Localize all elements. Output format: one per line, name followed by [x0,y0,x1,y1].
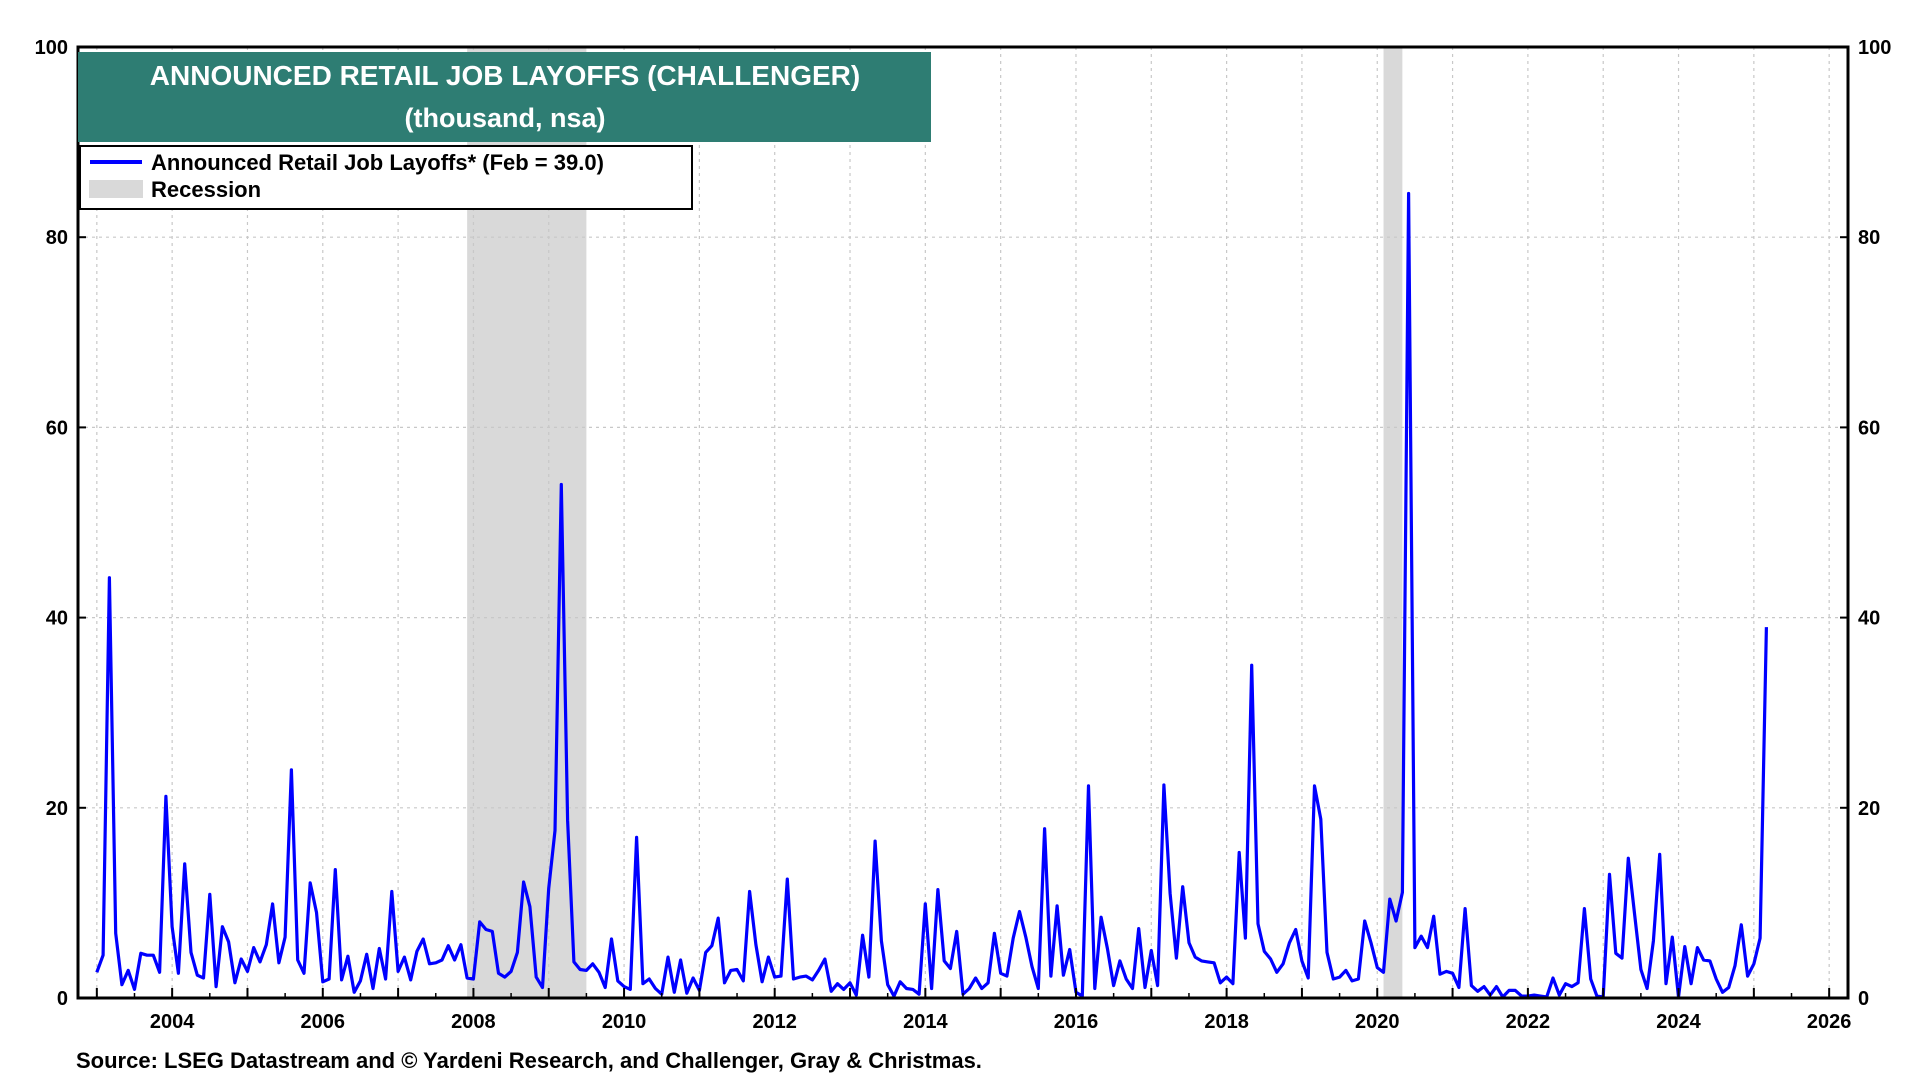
x-tick-label: 2012 [752,1011,797,1033]
grid-lines [78,47,1848,998]
x-tick-label: 2006 [301,1011,346,1033]
x-tick-label: 2016 [1054,1011,1099,1033]
title-background [78,52,931,142]
chart-subtitle: (thousand, nsa) [405,103,606,133]
y-tick-label-right: 20 [1858,798,1880,820]
x-tick-label: 2020 [1355,1011,1400,1033]
x-tick-label: 2026 [1807,1011,1852,1033]
y-tick-label-left: 60 [46,417,68,439]
y-tick-label-left: 40 [46,608,68,630]
title-box: ANNOUNCED RETAIL JOB LAYOFFS (CHALLENGER… [78,52,931,142]
x-tick-label: 2004 [150,1011,195,1033]
y-tick-label-left: 20 [46,798,68,820]
y-tick-label-left: 100 [35,37,68,59]
source-note: Source: LSEG Datastream and © Yardeni Re… [76,1048,982,1073]
legend: Announced Retail Job Layoffs* (Feb = 39.… [79,145,693,210]
x-tick-label: 2008 [451,1011,496,1033]
chart-title: ANNOUNCED RETAIL JOB LAYOFFS (CHALLENGER… [150,60,860,91]
y-tick-label-right: 0 [1858,988,1869,1010]
y-tick-label-right: 60 [1858,417,1880,439]
x-tick-label: 2022 [1506,1011,1551,1033]
layoffs-series-line [95,191,1768,999]
legend-box [79,145,693,210]
recession-band-2 [1383,47,1403,998]
x-tick-label: 2010 [602,1011,647,1033]
y-tick-label-left: 80 [46,227,68,249]
x-tick-label: 2014 [903,1011,948,1033]
y-tick-label-left: 0 [57,988,68,1010]
y-tick-label-right: 100 [1858,37,1891,59]
legend-recession-swatch [89,180,143,198]
x-tick-label: 2024 [1656,1011,1701,1033]
y-tick-label-right: 40 [1858,608,1880,630]
x-tick-label: 2018 [1204,1011,1249,1033]
legend-item-layoffs: Announced Retail Job Layoffs* (Feb = 39.… [151,150,604,175]
legend-item-recession: Recession [151,177,261,202]
y-tick-label-right: 80 [1858,227,1880,249]
